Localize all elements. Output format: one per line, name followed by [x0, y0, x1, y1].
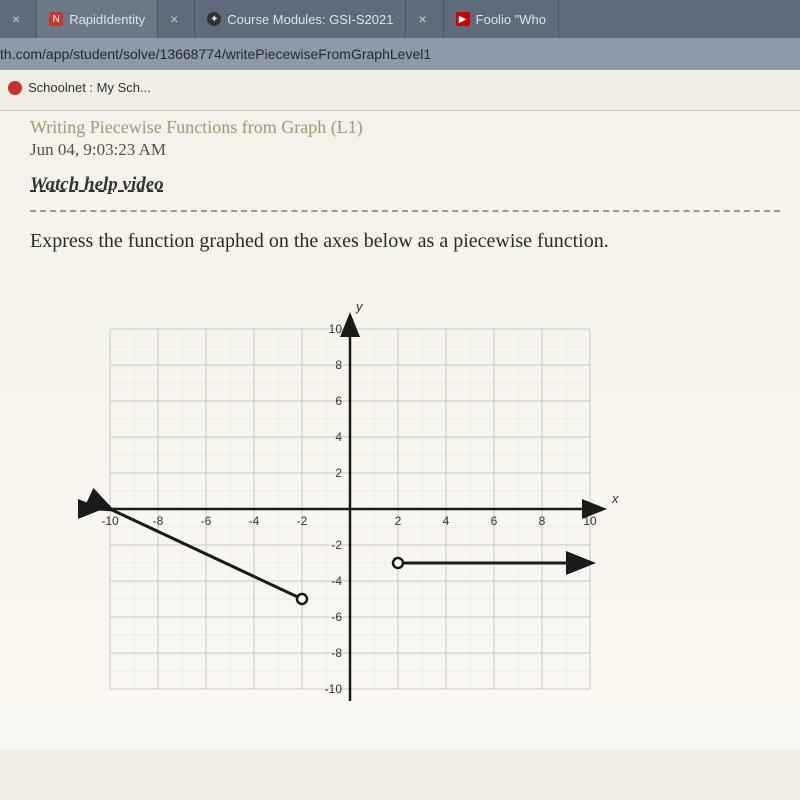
svg-text:-2: -2	[297, 514, 308, 528]
close-icon[interactable]: ×	[418, 11, 426, 27]
svg-text:-6: -6	[201, 514, 212, 528]
bookmark-schoolnet[interactable]: Schoolnet : My Sch...	[8, 80, 151, 95]
bookmark-label: Schoolnet : My Sch...	[28, 80, 151, 95]
svg-text:-10: -10	[325, 682, 343, 696]
tab-rapididentity[interactable]: N RapidIdentity	[37, 0, 158, 38]
page-content: Writing Piecewise Functions from Graph (…	[0, 111, 800, 749]
tab-label: RapidIdentity	[69, 12, 145, 27]
coordinate-graph: -10 -8 -6 -4 -2 2 4 6 8 10 10 8 6 4 2 -2 -4 -6 -8 -10 x y	[70, 289, 630, 729]
favicon-icon: ▶	[456, 12, 470, 26]
timestamp: Jun 04, 9:03:23 AM	[30, 140, 780, 160]
svg-text:10: 10	[329, 322, 343, 336]
url-text: th.com/app/student/solve/13668774/writeP…	[0, 46, 431, 62]
graph-svg: -10 -8 -6 -4 -2 2 4 6 8 10 10 8 6 4 2 -2 -4 -6 -8 -10 x y	[70, 289, 630, 729]
svg-text:4: 4	[335, 430, 342, 444]
svg-text:-4: -4	[331, 574, 342, 588]
svg-text:8: 8	[539, 514, 546, 528]
svg-text:x: x	[611, 491, 619, 506]
browser-tabs: × N RapidIdentity × ✦ Course Modules: GS…	[0, 0, 800, 38]
svg-text:-10: -10	[101, 514, 119, 528]
favicon-icon: N	[49, 12, 63, 26]
svg-text:6: 6	[335, 394, 342, 408]
close-icon[interactable]: ×	[12, 11, 20, 27]
svg-text:2: 2	[335, 466, 342, 480]
divider	[30, 210, 780, 212]
bookmark-bar: Schoolnet : My Sch...	[0, 70, 800, 111]
favicon-icon: ✦	[207, 12, 221, 26]
svg-text:-6: -6	[331, 610, 342, 624]
url-bar[interactable]: th.com/app/student/solve/13668774/writeP…	[0, 38, 800, 70]
svg-text:-8: -8	[153, 514, 164, 528]
svg-text:8: 8	[335, 358, 342, 372]
svg-text:-2: -2	[331, 538, 342, 552]
tab-close-prev[interactable]: ×	[0, 0, 37, 38]
tab-label: Course Modules: GSI-S2021	[227, 12, 393, 27]
svg-text:4: 4	[443, 514, 450, 528]
svg-text:y: y	[355, 299, 364, 314]
svg-text:6: 6	[491, 514, 498, 528]
tab-close-3[interactable]: ×	[406, 0, 443, 38]
tab-label: Foolio "Who	[476, 12, 546, 27]
watch-help-video-link[interactable]: Watch help video	[30, 174, 164, 196]
tab-course-modules[interactable]: ✦ Course Modules: GSI-S2021	[195, 0, 406, 38]
svg-text:10: 10	[583, 514, 597, 528]
tab-foolio[interactable]: ▶ Foolio "Who	[444, 0, 559, 38]
close-icon[interactable]: ×	[170, 11, 178, 27]
svg-text:2: 2	[395, 514, 402, 528]
tab-close-2[interactable]: ×	[158, 0, 195, 38]
svg-text:-8: -8	[331, 646, 342, 660]
svg-text:-4: -4	[249, 514, 260, 528]
question-text: Express the function graphed on the axes…	[30, 230, 780, 253]
breadcrumb: Writing Piecewise Functions from Graph (…	[30, 113, 780, 138]
bookmark-icon	[8, 81, 22, 95]
